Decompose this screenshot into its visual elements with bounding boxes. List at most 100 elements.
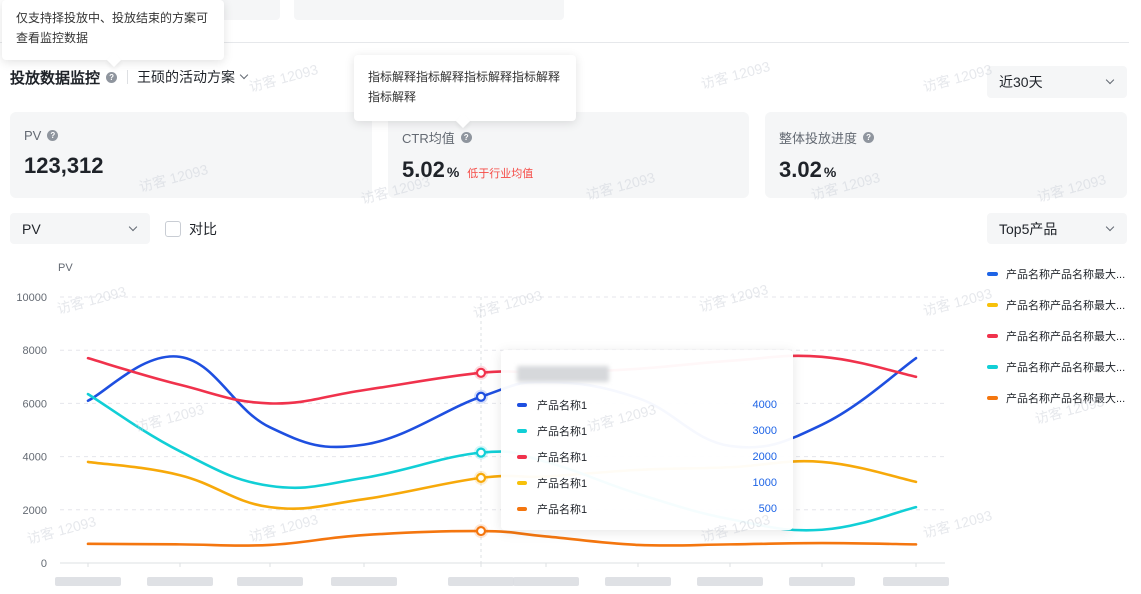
tooltip-date-blurred	[517, 366, 609, 382]
highlight-point	[475, 472, 487, 483]
metric-tooltip: 指标解释指标解释指标解释指标解释指标解释	[354, 55, 576, 129]
top-tab-placeholder	[294, 0, 564, 20]
legend-item[interactable]: 产品名称产品名称最大...	[987, 351, 1137, 382]
tooltip-row: 产品名称1 3000	[517, 418, 777, 444]
chevron-down-icon	[1105, 222, 1115, 231]
legend-label: 产品名称产品名称最大...	[1006, 330, 1126, 343]
metric-select-value: PV	[22, 220, 41, 237]
checkbox-box[interactable]	[165, 221, 181, 237]
legend-item[interactable]: 产品名称产品名称最大...	[987, 382, 1137, 413]
highlight-point	[475, 525, 487, 537]
tooltip-row-name: 产品名称1	[537, 426, 588, 438]
help-icon[interactable]: ?	[106, 71, 118, 83]
tooltip-row: 产品名称1 4000	[517, 392, 777, 418]
help-icon[interactable]: ?	[47, 130, 59, 141]
card-value-number: 123,312	[24, 153, 104, 178]
date-range-select[interactable]: 近30天	[987, 66, 1127, 98]
tooltip-row-value: 3000	[752, 425, 777, 437]
y-tick-label: 2000	[23, 505, 47, 517]
legend-swatch	[987, 271, 998, 276]
help-icon[interactable]: ?	[863, 132, 875, 143]
tooltip-row-swatch	[517, 507, 527, 511]
x-tick-label-blurred	[513, 577, 579, 586]
watermark: 访客 12093	[699, 58, 772, 92]
y-tick-label: 10000	[16, 292, 47, 304]
x-tick-label-blurred	[605, 577, 671, 586]
card-value-note: 低于行业均值	[467, 168, 534, 180]
x-tick-label-blurred	[55, 577, 121, 586]
y-axis-label: PV	[58, 262, 73, 274]
ctr-card: CTR均值 ? 5.02 % 低于行业均值	[388, 112, 749, 198]
metric-tooltip-text: 指标解释指标解释指标解释指标解释指标解释	[368, 70, 561, 104]
legend-label: 产品名称产品名称最大...	[1006, 361, 1126, 374]
plan-select-value: 王硕的活动方案	[137, 69, 236, 85]
chart-tooltip: 产品名称1 4000 产品名称1 3000 产品名称1 2000 产品名称1 1000 产品名称…	[501, 350, 793, 530]
tooltip-row-swatch	[517, 455, 527, 459]
y-tick-label: 6000	[23, 398, 47, 410]
top-products-select[interactable]: Top5产品	[987, 213, 1127, 244]
y-tick-label: 4000	[23, 452, 47, 464]
x-tick-label-blurred	[448, 577, 514, 586]
section-title: 投放数据监控	[10, 69, 101, 87]
plan-filter-tooltip-text: 仅支持择投放中、投放结束的方案可查看监控数据	[16, 11, 209, 45]
legend-item[interactable]: 产品名称产品名称最大...	[987, 258, 1137, 289]
card-value: 123,312	[24, 153, 358, 179]
card-label: 整体投放进度 ?	[779, 128, 1113, 147]
card-value-unit: %	[823, 164, 837, 180]
tooltip-row: 产品名称1 2000	[517, 444, 777, 470]
card-label-text: 整体投放进度	[779, 131, 858, 146]
y-tick-label: 8000	[23, 345, 47, 357]
compare-label: 对比	[189, 221, 217, 237]
tooltip-row-value: 2000	[752, 451, 777, 463]
legend-item[interactable]: 产品名称产品名称最大...	[987, 289, 1137, 320]
tooltip-row-value: 500	[758, 503, 777, 515]
date-range-value: 近30天	[999, 74, 1043, 90]
tooltip-row-swatch	[517, 481, 527, 485]
compare-checkbox[interactable]: 对比	[165, 219, 217, 239]
tooltip-row-name: 产品名称1	[537, 504, 588, 516]
y-tick-label: 0	[41, 558, 47, 570]
tooltip-row-name: 产品名称1	[537, 400, 588, 412]
series-line	[86, 529, 918, 547]
chevron-down-icon	[128, 222, 138, 231]
tooltip-row-swatch	[517, 403, 527, 407]
watermark: 访客 12093	[921, 61, 994, 95]
top-divider	[0, 42, 1129, 43]
progress-card: 整体投放进度 ? 3.02 %	[765, 112, 1127, 198]
chevron-down-icon	[239, 70, 249, 80]
highlight-point	[475, 391, 487, 402]
card-label-text: PV	[24, 128, 42, 143]
x-tick-label-blurred	[331, 577, 397, 586]
plan-select[interactable]: 王硕的活动方案	[137, 67, 249, 87]
plan-filter-tooltip: 仅支持择投放中、投放结束的方案可查看监控数据	[2, 0, 224, 68]
legend-swatch	[987, 333, 998, 338]
legend-label: 产品名称产品名称最大...	[1006, 392, 1126, 405]
legend-label: 产品名称产品名称最大...	[1006, 299, 1126, 312]
legend-label: 产品名称产品名称最大...	[1006, 268, 1126, 281]
watermark: 访客 12093	[247, 61, 320, 95]
x-tick-label-blurred	[697, 577, 763, 586]
line-chart: PV 0 2000 4000 6000 8000 10000	[16, 262, 949, 586]
legend-item[interactable]: 产品名称产品名称最大...	[987, 320, 1137, 351]
legend-swatch	[987, 364, 998, 369]
card-value: 5.02 % 低于行业均值	[402, 157, 735, 183]
card-label: PV ?	[24, 128, 358, 143]
help-icon[interactable]: ?	[460, 132, 472, 143]
card-value-number: 5.02	[402, 157, 445, 182]
divider	[127, 70, 129, 84]
pv-card: PV ? 123,312	[10, 112, 372, 198]
metric-select[interactable]: PV	[10, 213, 150, 244]
legend-swatch	[987, 395, 998, 400]
card-label-text: CTR均值	[402, 131, 455, 146]
section-header: 投放数据监控 ? 王硕的活动方案	[10, 66, 249, 88]
tooltip-row-value: 4000	[752, 399, 777, 411]
x-tick-label-blurred	[147, 577, 213, 586]
top-tab-placeholder	[210, 0, 280, 20]
chevron-down-icon	[1105, 75, 1115, 85]
tooltip-row-value: 1000	[752, 477, 777, 489]
x-tick-label-blurred	[883, 577, 949, 586]
tooltip-row: 产品名称1 1000	[517, 470, 777, 496]
x-tick-label-blurred	[789, 577, 855, 586]
chart-legend: 产品名称产品名称最大... 产品名称产品名称最大... 产品名称产品名称最大... 产…	[987, 258, 1137, 413]
card-value: 3.02 %	[779, 157, 1113, 183]
